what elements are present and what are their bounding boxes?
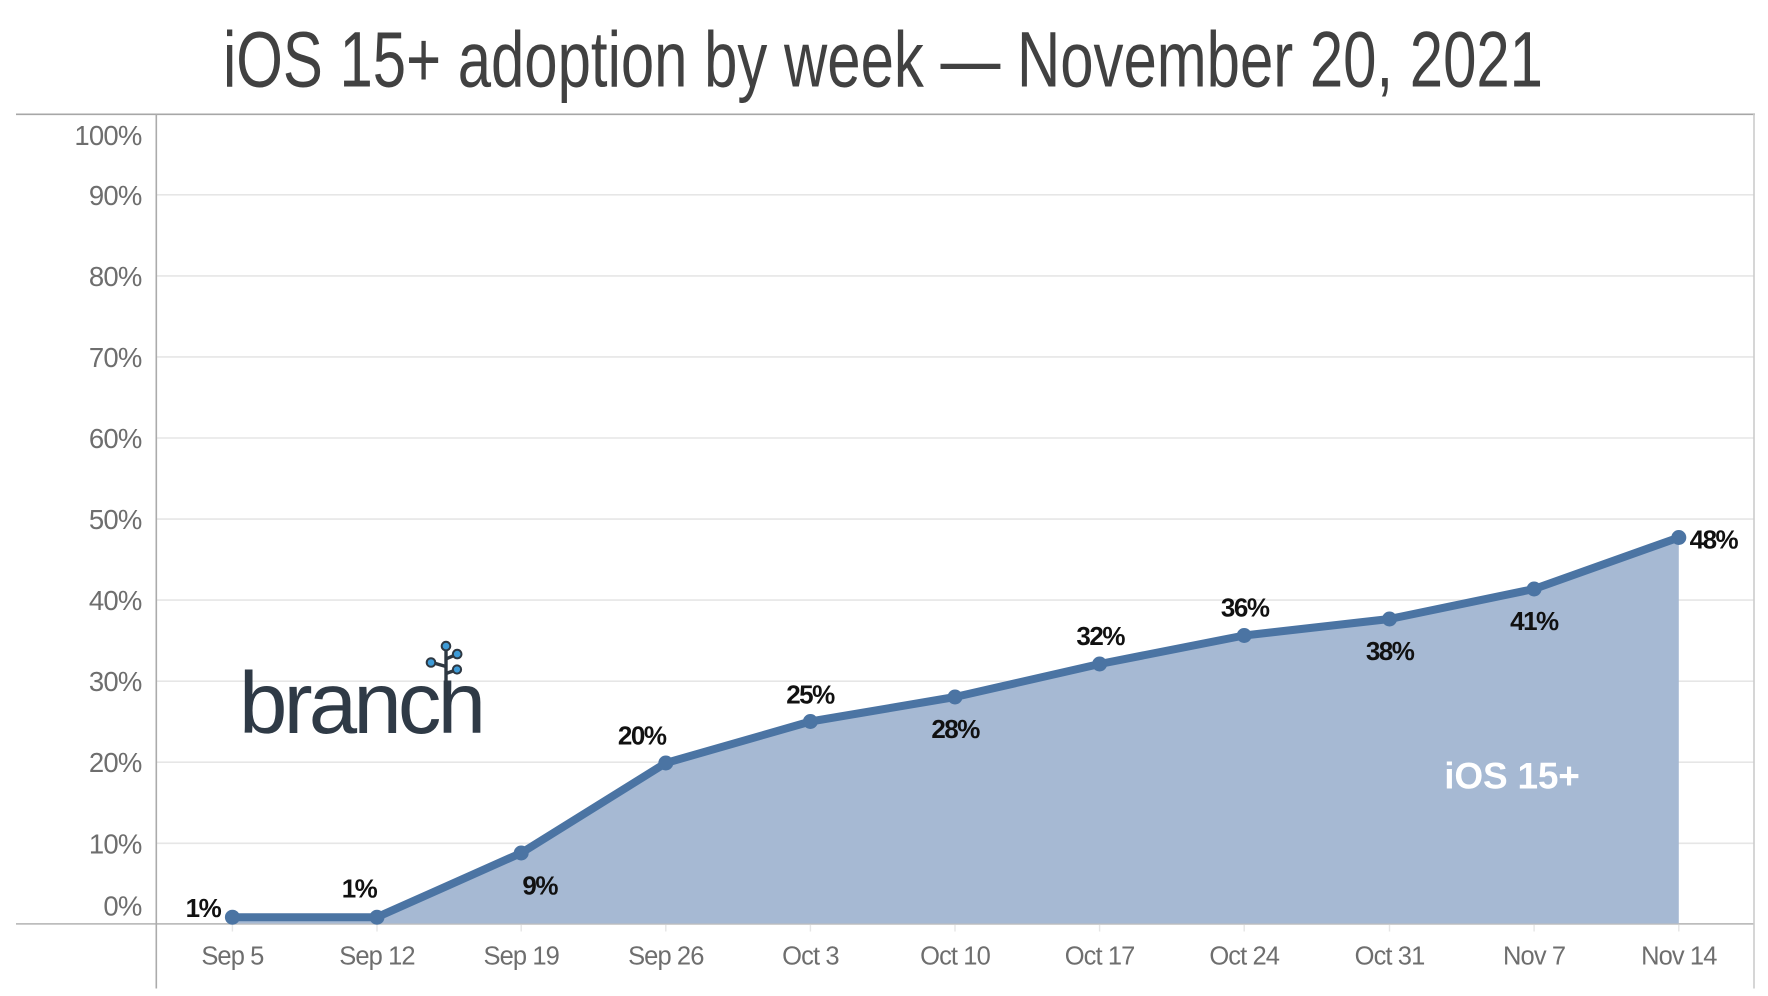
- svg-text:iOS 15+ adoption by week — Nov: iOS 15+ adoption by week — November 20, …: [223, 15, 1543, 104]
- svg-text:38%: 38%: [1366, 636, 1415, 666]
- svg-text:70%: 70%: [89, 342, 142, 373]
- svg-text:40%: 40%: [89, 585, 142, 616]
- svg-text:20%: 20%: [89, 747, 142, 778]
- svg-text:0%: 0%: [103, 891, 141, 922]
- svg-text:25%: 25%: [786, 680, 835, 710]
- svg-text:48%: 48%: [1690, 525, 1739, 555]
- svg-text:Sep 19: Sep 19: [483, 943, 558, 971]
- svg-text:iOS 15+: iOS 15+: [1444, 755, 1579, 796]
- svg-text:Sep 5: Sep 5: [201, 943, 264, 971]
- svg-text:90%: 90%: [89, 180, 142, 211]
- svg-text:36%: 36%: [1221, 593, 1270, 623]
- svg-text:20%: 20%: [618, 721, 667, 751]
- svg-text:80%: 80%: [89, 261, 142, 292]
- svg-text:50%: 50%: [89, 504, 142, 535]
- svg-text:1%: 1%: [186, 893, 222, 923]
- svg-text:10%: 10%: [89, 828, 142, 859]
- svg-text:41%: 41%: [1510, 606, 1559, 636]
- svg-text:Oct 10: Oct 10: [920, 943, 990, 971]
- svg-text:32%: 32%: [1076, 621, 1125, 651]
- svg-text:Sep 12: Sep 12: [339, 943, 414, 971]
- svg-text:30%: 30%: [89, 666, 142, 697]
- svg-text:Oct 17: Oct 17: [1065, 943, 1135, 971]
- svg-text:28%: 28%: [931, 714, 980, 744]
- svg-text:100%: 100%: [74, 120, 141, 151]
- svg-text:Oct 3: Oct 3: [782, 943, 839, 971]
- svg-text:60%: 60%: [89, 423, 142, 454]
- svg-text:Sep 26: Sep 26: [628, 943, 704, 971]
- svg-text:9%: 9%: [522, 871, 558, 901]
- svg-text:Oct 24: Oct 24: [1209, 943, 1279, 971]
- svg-text:Nov 7: Nov 7: [1503, 943, 1565, 971]
- svg-text:Nov 14: Nov 14: [1641, 943, 1717, 971]
- svg-text:1%: 1%: [342, 874, 378, 904]
- svg-text:Oct 31: Oct 31: [1355, 943, 1425, 971]
